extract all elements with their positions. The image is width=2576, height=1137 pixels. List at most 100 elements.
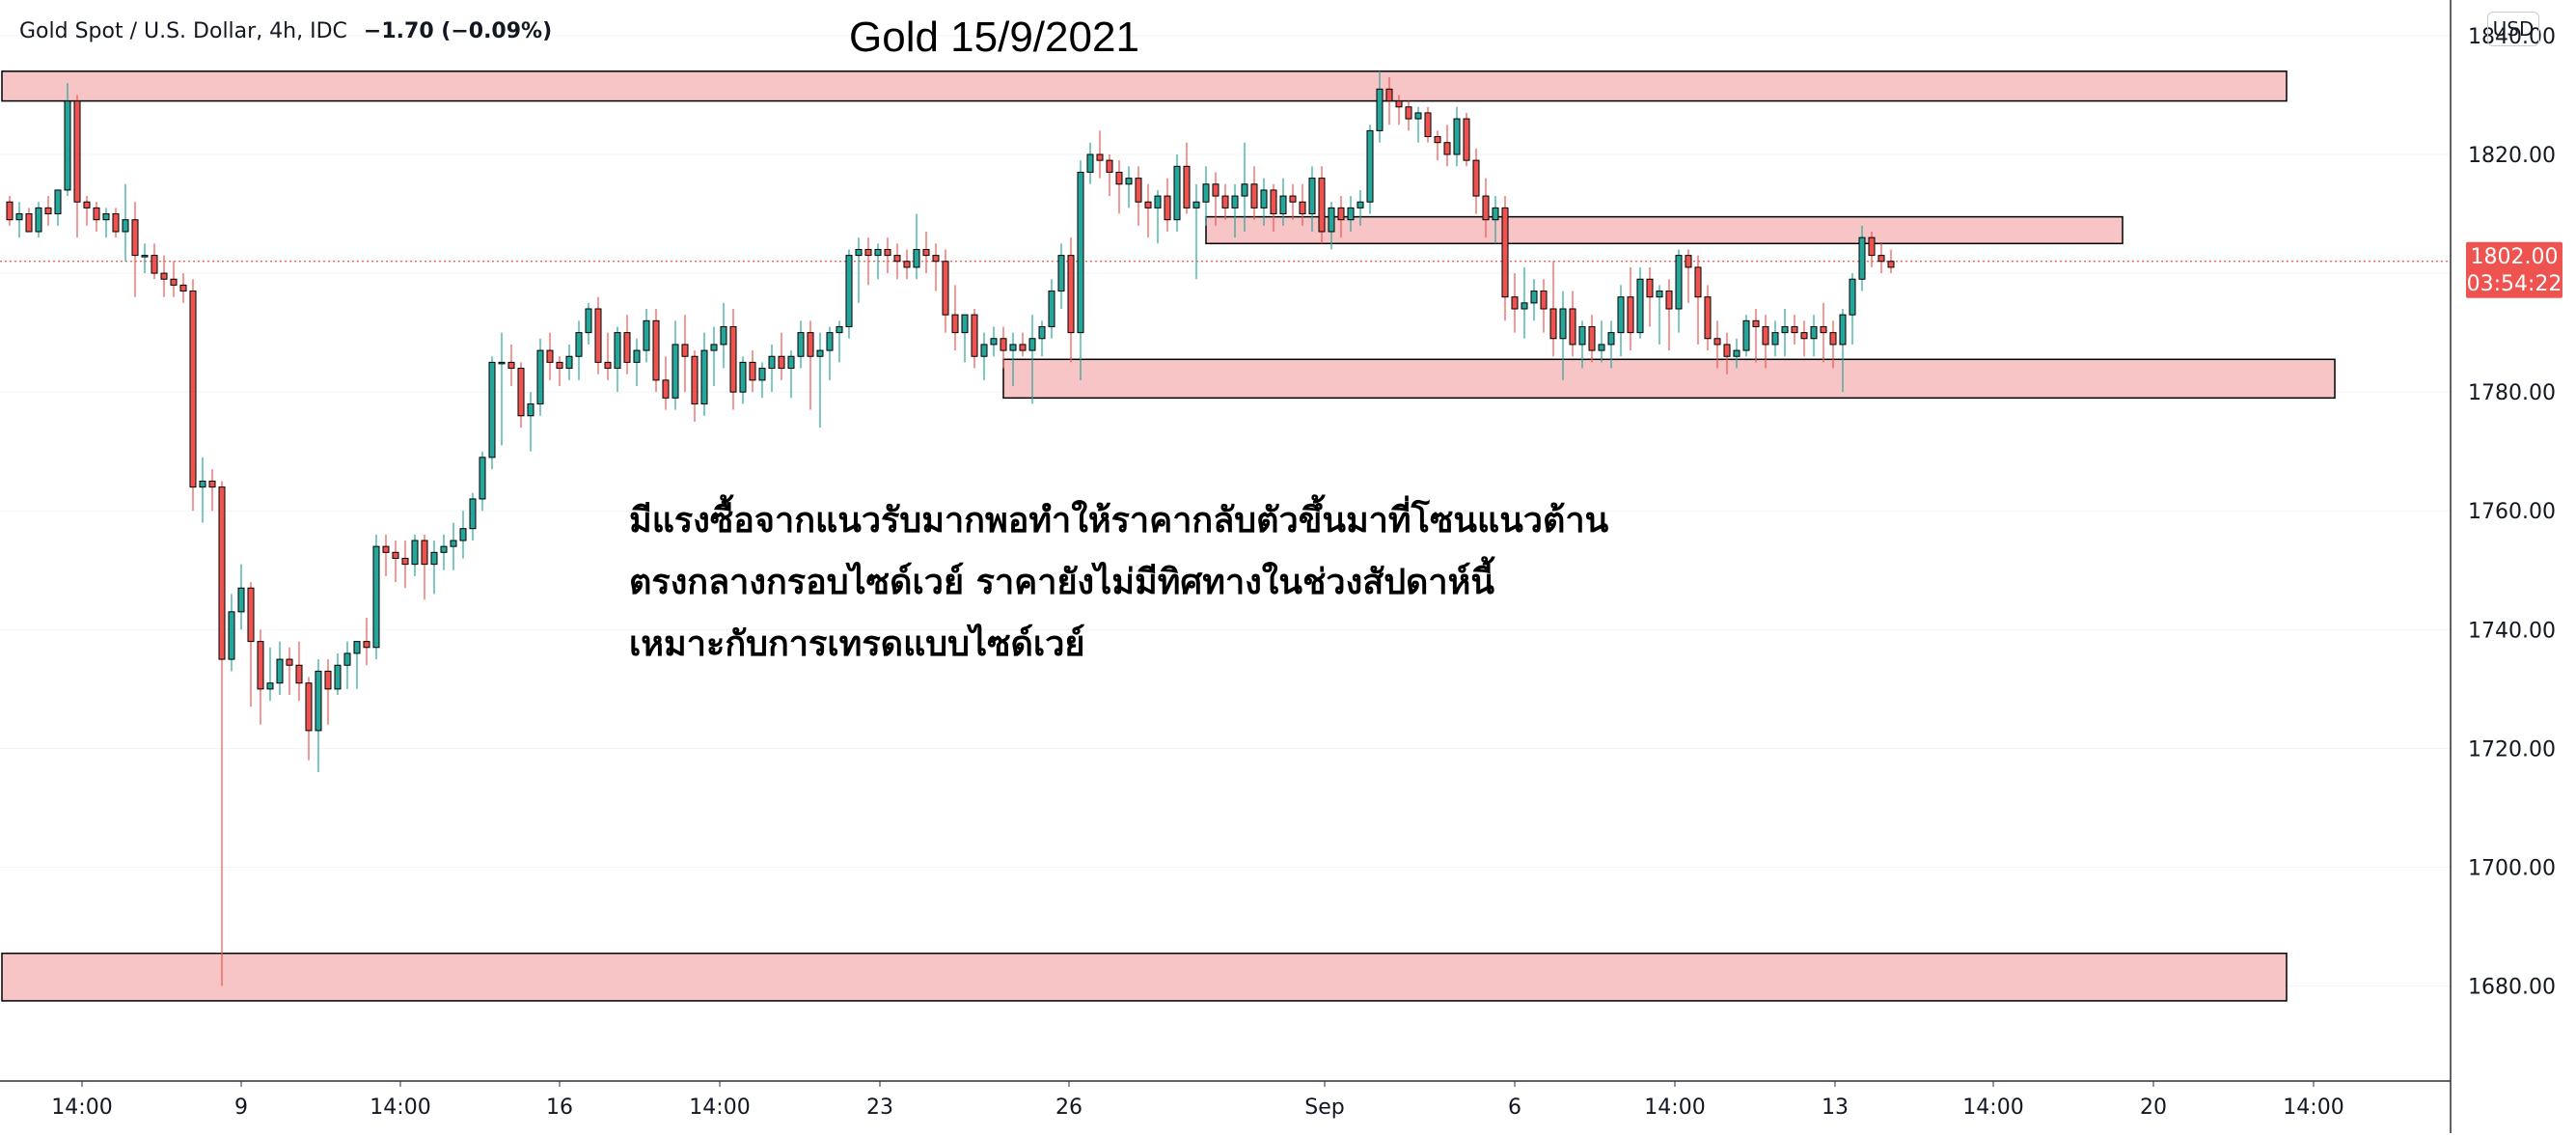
candle	[363, 618, 370, 666]
candle	[1289, 183, 1297, 220]
candle-body	[1405, 106, 1412, 120]
candle	[1434, 130, 1441, 161]
candle-body	[594, 308, 602, 363]
candle	[1704, 285, 1712, 351]
candle-body	[1569, 308, 1576, 346]
candle	[392, 541, 399, 583]
time-tick-label: 13	[1822, 1095, 1849, 1120]
candle	[980, 332, 988, 380]
candle-body	[874, 248, 882, 257]
candle	[353, 641, 361, 689]
candle-body	[556, 361, 563, 370]
candle	[845, 249, 853, 339]
candle	[1453, 106, 1461, 167]
candle-body	[122, 219, 129, 233]
candle	[1192, 183, 1200, 280]
candle	[855, 237, 863, 303]
candle	[1086, 142, 1094, 184]
candle-body	[179, 284, 187, 292]
candle-body	[315, 670, 322, 732]
candle	[93, 202, 100, 232]
candle	[83, 196, 91, 226]
candle	[1241, 142, 1248, 232]
candle	[295, 641, 303, 702]
candle	[1318, 166, 1326, 244]
candle	[112, 208, 120, 238]
candle	[1405, 100, 1412, 131]
price-zone	[1205, 215, 2124, 245]
candle	[54, 189, 62, 226]
candle-body	[643, 319, 650, 351]
candle-body	[1434, 136, 1441, 144]
symbol-legend[interactable]: Gold Spot / U.S. Dollar, 4h, IDC −1.70 (…	[19, 19, 552, 43]
candle	[421, 534, 428, 600]
candle-body	[286, 658, 293, 666]
candle	[874, 243, 882, 280]
time-tick-label: 14:00	[2283, 1095, 2343, 1120]
price-zone	[1, 952, 2288, 1002]
candle-body	[1578, 325, 1586, 346]
candle	[893, 243, 901, 280]
candle	[151, 243, 158, 280]
candle-body	[1839, 314, 1847, 346]
time-tick-label: 20	[2140, 1095, 2167, 1120]
candle-body	[1424, 112, 1432, 138]
candle	[787, 350, 795, 399]
candle	[662, 356, 670, 410]
price-axis[interactable]: 1680.00 1700.00 1720.00 1740.00 1760.00 1780.…	[2468, 25, 2556, 1000]
candle-body	[334, 664, 342, 690]
candle-body	[1636, 278, 1644, 334]
candle-body	[15, 213, 23, 221]
candle-body	[662, 379, 670, 399]
candle-body	[151, 255, 158, 274]
candle	[1800, 320, 1808, 357]
currency-button[interactable]: USD	[2487, 12, 2539, 46]
candle-body	[778, 355, 785, 370]
candle-body	[1530, 291, 1538, 304]
candle-body	[1299, 201, 1306, 215]
candle	[1810, 315, 1818, 357]
candle-body	[517, 368, 525, 417]
candle	[922, 232, 930, 274]
candle-body	[816, 349, 824, 357]
candle-body	[1347, 207, 1355, 221]
candle	[266, 647, 274, 702]
annotation-line: ตรงกลางกรอบไซด์เวย์ ราคายังไม่มีทิศทางใน…	[629, 563, 1494, 602]
candle-body	[1559, 308, 1567, 340]
candle	[1385, 77, 1393, 125]
candle-body	[652, 319, 660, 381]
candle	[961, 314, 969, 363]
candle	[700, 332, 708, 416]
candle-body	[237, 587, 245, 613]
last-price-tag-bg	[2466, 241, 2562, 298]
candle-body	[1742, 319, 1750, 351]
candle	[749, 350, 756, 393]
candle	[691, 350, 699, 422]
candle	[324, 659, 332, 725]
candle	[652, 309, 660, 393]
candle	[430, 541, 438, 595]
candle	[720, 302, 727, 369]
candle-body	[1791, 325, 1798, 334]
candle-body	[382, 545, 390, 553]
candle	[35, 202, 42, 238]
candle-body	[1183, 165, 1191, 208]
candle-body	[855, 248, 863, 257]
candle-body	[1694, 266, 1702, 298]
candle	[1463, 112, 1470, 167]
candle	[170, 261, 178, 297]
candle	[189, 279, 197, 512]
candle-body	[93, 207, 100, 221]
candle-body	[1164, 195, 1171, 221]
time-axis[interactable]: 14:00 9 14:00 16 14:00 23 26 Sep 6 14:00 13 14:00 20…	[51, 1081, 2344, 1120]
candle-body	[1713, 338, 1721, 346]
candle-body	[25, 213, 33, 233]
candle	[778, 332, 785, 380]
candle-body	[1086, 153, 1094, 173]
candle-body	[507, 361, 515, 370]
candle-body	[681, 344, 689, 357]
candle-body	[170, 278, 178, 286]
candle-body	[1019, 344, 1027, 351]
